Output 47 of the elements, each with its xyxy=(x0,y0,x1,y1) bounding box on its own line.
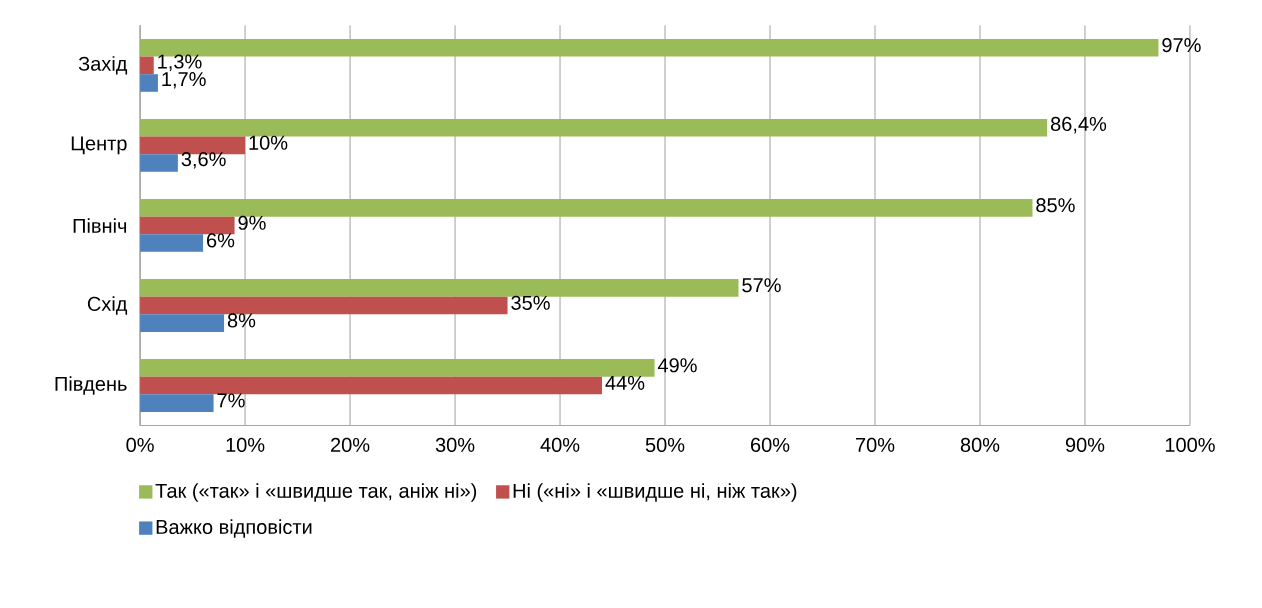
x-tick-label: 0% xyxy=(126,437,154,452)
x-tick-label: 60% xyxy=(751,437,790,452)
y-tick-label: Північ xyxy=(73,218,127,233)
bar xyxy=(140,376,603,395)
bar xyxy=(140,278,739,297)
data-label: 86,4% xyxy=(1050,116,1107,134)
bar xyxy=(140,154,178,172)
data-label: 8% xyxy=(227,313,256,328)
y-tick-label: Захід xyxy=(78,55,128,75)
x-tick-label: 30% xyxy=(435,437,475,452)
x-tick-label: 70% xyxy=(856,437,895,452)
data-label: 1,3% xyxy=(158,54,202,71)
data-label: 49% xyxy=(657,358,697,373)
x-tick-label: 10% xyxy=(226,437,265,452)
data-label: 35% xyxy=(511,295,550,310)
bar xyxy=(140,314,225,332)
y-tick-label: Схід xyxy=(87,296,128,315)
x-tick-label: 80% xyxy=(960,437,1000,452)
x-tick-label: 50% xyxy=(645,437,685,452)
data-label: 3,6% xyxy=(181,151,226,169)
data-label: 97% xyxy=(1162,37,1201,53)
legend-label: Так («так» і «швидше так, аніж ні») xyxy=(155,483,477,502)
bar xyxy=(140,234,204,252)
bar xyxy=(140,216,235,235)
x-tick-label: 100% xyxy=(1165,437,1215,452)
bar xyxy=(140,118,1048,137)
x-tick-label: 40% xyxy=(540,437,580,452)
bar xyxy=(140,74,158,92)
y-tick-label: Центр xyxy=(71,136,127,155)
data-label: 6% xyxy=(207,233,235,248)
data-label: 1,7% xyxy=(162,71,206,89)
bar xyxy=(140,394,214,412)
data-label: 10% xyxy=(249,135,288,150)
data-label: 85% xyxy=(1036,197,1075,213)
bar xyxy=(140,56,154,75)
bar xyxy=(140,198,1033,217)
data-label: 9% xyxy=(238,215,266,230)
x-tick-label: 20% xyxy=(331,437,370,452)
data-label: 57% xyxy=(742,278,781,293)
legend-label: Важко відповісти xyxy=(156,519,312,538)
x-tick-label: 90% xyxy=(1065,437,1105,452)
data-label: 44% xyxy=(605,375,645,390)
y-tick-label: Південь xyxy=(55,376,127,395)
data-label: 7% xyxy=(217,393,245,408)
bar xyxy=(140,296,508,315)
legend-label: Ні («ні» і «швидше ні, ніж так») xyxy=(513,483,797,502)
bar xyxy=(140,358,655,377)
